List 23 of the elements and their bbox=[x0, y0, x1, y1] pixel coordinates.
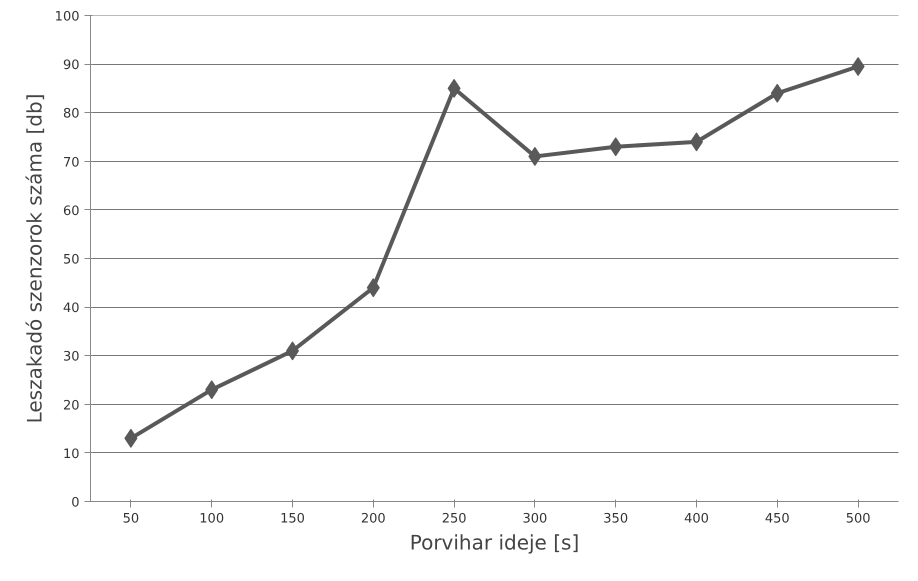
x-tick-label: 200 bbox=[360, 512, 386, 526]
y-tick-label: 50 bbox=[62, 252, 80, 268]
y-tick-label: 80 bbox=[62, 106, 80, 122]
y-tick-label: 60 bbox=[62, 204, 80, 219]
y-tick-label: 100 bbox=[54, 10, 80, 25]
x-tick-label: 50 bbox=[122, 512, 140, 526]
y-axis-title: Leszakadó szenzorok száma [db] bbox=[22, 94, 47, 424]
y-tick-label: 20 bbox=[62, 398, 80, 414]
x-tick-label: 350 bbox=[603, 512, 628, 526]
y-tick-label: 10 bbox=[62, 446, 80, 462]
x-tick-label: 300 bbox=[522, 512, 548, 526]
y-tick-label: 0 bbox=[71, 496, 80, 510]
x-axis-title: Porvihar ideje [s] bbox=[410, 530, 580, 554]
x-tick-label: 500 bbox=[846, 512, 871, 526]
x-tick-label: 150 bbox=[280, 512, 305, 526]
y-tick-label: 30 bbox=[62, 350, 80, 365]
y-tick-label: 90 bbox=[62, 58, 80, 74]
x-tick-label: 450 bbox=[764, 512, 790, 526]
x-tick-label: 250 bbox=[442, 512, 467, 526]
x-tick-label: 400 bbox=[684, 512, 709, 526]
x-tick-label: 100 bbox=[199, 512, 224, 526]
y-tick-label: 40 bbox=[62, 301, 80, 316]
y-tick-label: 70 bbox=[62, 155, 80, 170]
